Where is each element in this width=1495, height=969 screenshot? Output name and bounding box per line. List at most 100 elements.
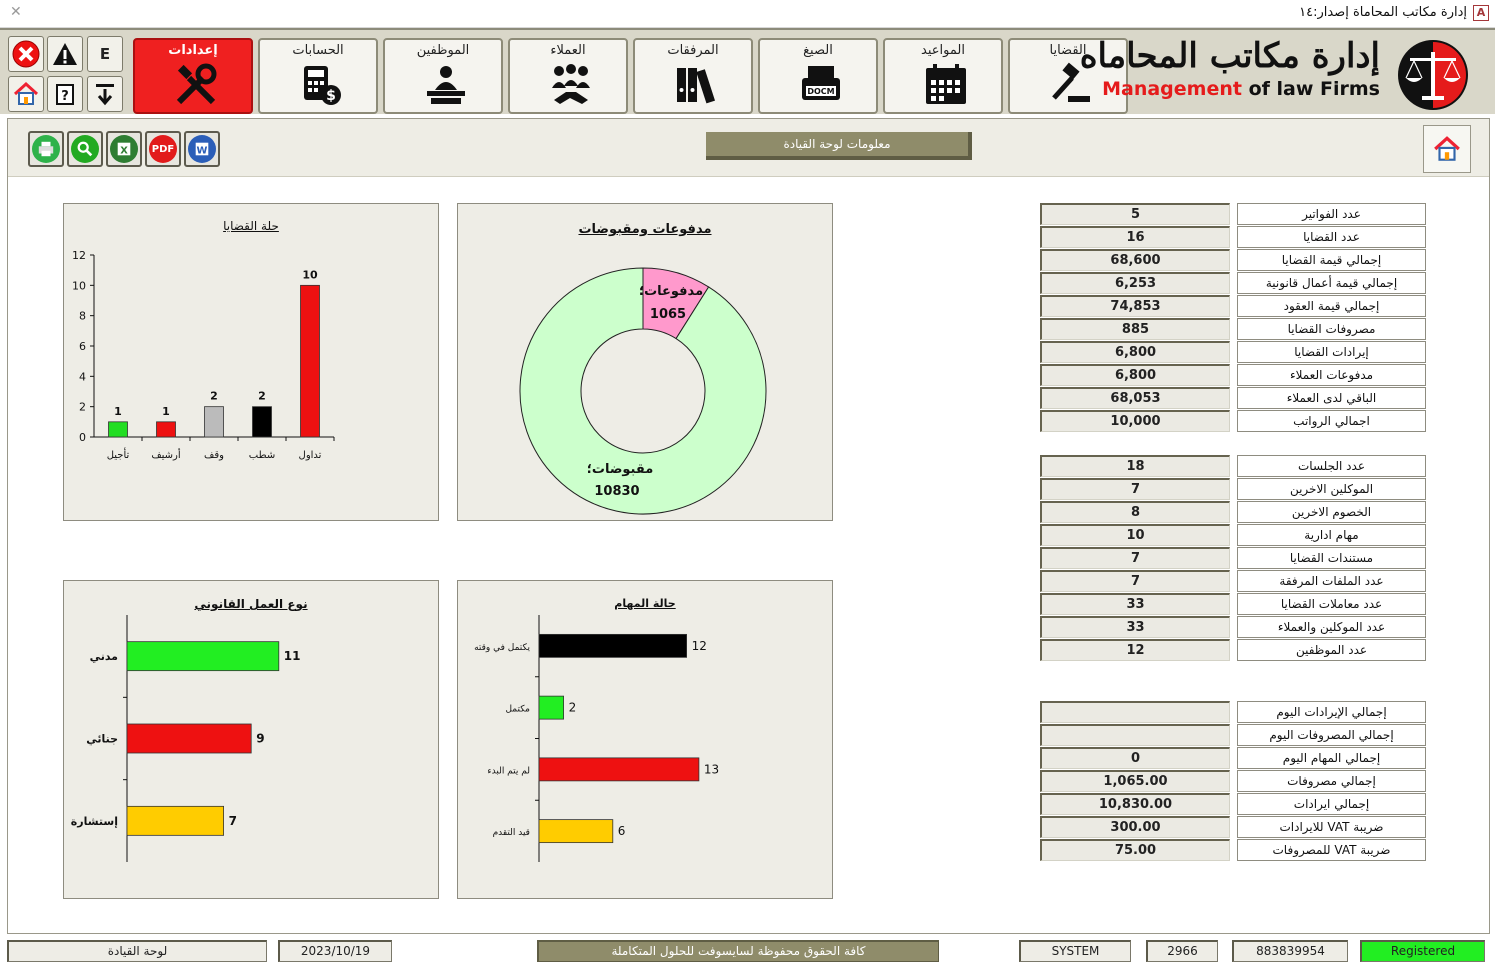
nav-accounts[interactable]: الحسابات $ (258, 38, 378, 114)
y-tick-label: جنائي (86, 733, 118, 746)
download-button[interactable] (87, 76, 123, 112)
nav-accounts-label: الحسابات (292, 43, 344, 58)
stat-financial-label: إجمالي قيمة القضايا (1237, 249, 1426, 271)
payments-chart-panel: مدفوعات ومقبوضات مدفوعات؛ 1065 مقبوضات؛ 108… (457, 203, 833, 521)
calendar-icon (926, 64, 966, 104)
bar (300, 284, 320, 438)
bar-value-label: 7 (229, 814, 237, 828)
stat-count-label: عدد الملفات المرفقة (1237, 570, 1426, 592)
bar-value-label: 13 (704, 762, 719, 776)
work-type-chart-title: نوع العمل القانوني (194, 597, 308, 611)
stat-count-value: 7 (1040, 570, 1230, 592)
gavel-icon (1052, 62, 1090, 102)
excel-icon: X (110, 135, 138, 163)
work-type-chart: 11 مدني 9 جنائي 7 إستشارة (71, 615, 301, 862)
export-word-button[interactable]: W (184, 131, 220, 167)
stat-count-value: 8 (1040, 501, 1230, 523)
svg-text:$: $ (326, 88, 336, 104)
stat-count-row: 33 عدد معاملات القضايا (1040, 593, 1430, 615)
x-tick-label: وقف (204, 450, 224, 461)
bar-value-label: 2 (210, 390, 218, 403)
svg-text:W: W (197, 146, 208, 157)
close-app-button[interactable] (8, 36, 44, 72)
nav-cases[interactable]: القضايا (1008, 38, 1128, 114)
stat-financial-value: 885 (1040, 318, 1230, 340)
app-logo: إدارة مكاتب المحاماه Management of law F… (1080, 34, 1490, 112)
bar (204, 406, 224, 438)
bar-value-label: 2 (569, 701, 577, 715)
stat-count-label: الخصوم الاخرين (1237, 501, 1426, 523)
nav-appointments-label: المواعيد (921, 43, 965, 58)
bar-value-label: 9 (256, 732, 264, 746)
pie-category-label: مدفوعات؛ (639, 284, 703, 299)
stat-count-value: 7 (1040, 478, 1230, 500)
bar-value-label: 12 (692, 639, 707, 653)
stat-count-value: 33 (1040, 616, 1230, 638)
stat-count-row: 7 عدد الملفات المرفقة (1040, 570, 1430, 592)
bar (538, 819, 614, 844)
pdf-icon: PDF (149, 135, 177, 163)
task-status-chart-title: حالة المهام (614, 597, 676, 610)
dashboard-content: X PDF W معلومات لوحة القيادة حلة القضايا… (7, 118, 1490, 934)
nav-employees[interactable]: الموظفين (383, 38, 503, 114)
warning-icon (53, 43, 77, 65)
stat-financial-label: إجمالي قيمة العقود (1237, 295, 1426, 317)
stat-financial-value: 16 (1040, 226, 1230, 248)
stat-today-row: إجمالي المصروفات اليوم (1040, 724, 1430, 746)
bar (108, 421, 128, 438)
stat-financial-row: 6,800 مدفوعات العملاء (1040, 364, 1430, 386)
dashboard-home-button[interactable] (1423, 125, 1471, 173)
help-button[interactable]: ? (47, 76, 83, 112)
stat-count-row: 12 عدد الموظفين (1040, 639, 1430, 661)
stat-count-label: مستندات القضايا (1237, 547, 1426, 569)
logo-english-text: Management of law Firms (1102, 78, 1380, 100)
stat-count-row: 7 الموكلين الاخرين (1040, 478, 1430, 500)
word-icon: W (188, 135, 216, 163)
case-status-chart-panel: حلة القضايا 0 2 4 6 8 10 12 1 تأجيل 1 أرشيف 2 وقف 2 شط… (63, 203, 439, 521)
y-tick-label: يكتمل في وقته (474, 643, 530, 653)
stat-financial-label: مصروفات القضايا (1237, 318, 1426, 340)
home-button[interactable] (8, 76, 44, 112)
stat-financial-label: مدفوعات العملاء (1237, 364, 1426, 386)
window-close-icon[interactable]: ✕ (10, 4, 22, 20)
svg-text:?: ? (61, 89, 69, 104)
nav-templates[interactable]: الصيغ DOCM (758, 38, 878, 114)
nav-templates-label: الصيغ (803, 43, 833, 58)
preview-button[interactable] (67, 131, 103, 167)
export-pdf-button[interactable]: PDF (145, 131, 181, 167)
stat-financial-value: 5 (1040, 203, 1230, 225)
stat-financial-value: 74,853 (1040, 295, 1230, 317)
y-tick-label: لم يتم البدء (487, 766, 530, 776)
language-button[interactable]: E (87, 36, 123, 72)
export-excel-button[interactable]: X (106, 131, 142, 167)
x-tick-label: تداول (299, 450, 322, 461)
stat-financial-value: 6,800 (1040, 341, 1230, 363)
window-titlebar: ✕ إدارة مكاتب المحاماة إصدار:١٤ A (0, 0, 1495, 28)
nav-appointments[interactable]: المواعيد (883, 38, 1003, 114)
y-tick-label: 2 (79, 401, 86, 414)
docm-printer-icon: DOCM (802, 66, 840, 100)
status-serial: 883839954 (1232, 940, 1348, 962)
stat-financial-value: 68,600 (1040, 249, 1230, 271)
stat-count-label: عدد الجلسات (1237, 455, 1426, 477)
print-button[interactable] (28, 131, 64, 167)
home-icon (13, 81, 39, 105)
preview-icon (71, 135, 99, 163)
stat-financial-row: 10,000 اجمالي الرواتب (1040, 410, 1430, 432)
nav-clients[interactable]: العملاء (508, 38, 628, 114)
stat-count-value: 33 (1040, 593, 1230, 615)
stat-count-label: مهام ادارية (1237, 524, 1426, 546)
nav-settings[interactable]: إعدادات (133, 38, 253, 114)
bar (126, 723, 252, 754)
print-icon (32, 135, 60, 163)
stat-today-row: 10,830.00 إجمالي ايرادات (1040, 793, 1430, 815)
warning-button[interactable] (47, 36, 83, 72)
stat-count-label: عدد الموكلين والعملاء (1237, 616, 1426, 638)
status-user: SYSTEM (1019, 940, 1131, 962)
export-toolbar: X PDF W معلومات لوحة القيادة (8, 119, 1489, 177)
stat-financial-label: إجمالي قيمة أعمال قانونية (1237, 272, 1426, 294)
nav-attachments[interactable]: المرفقات (633, 38, 753, 114)
case-status-chart-title: حلة القضايا (223, 219, 279, 233)
stat-today-label: إجمالي مصروفات (1237, 770, 1426, 792)
y-tick-label: 10 (72, 279, 86, 292)
